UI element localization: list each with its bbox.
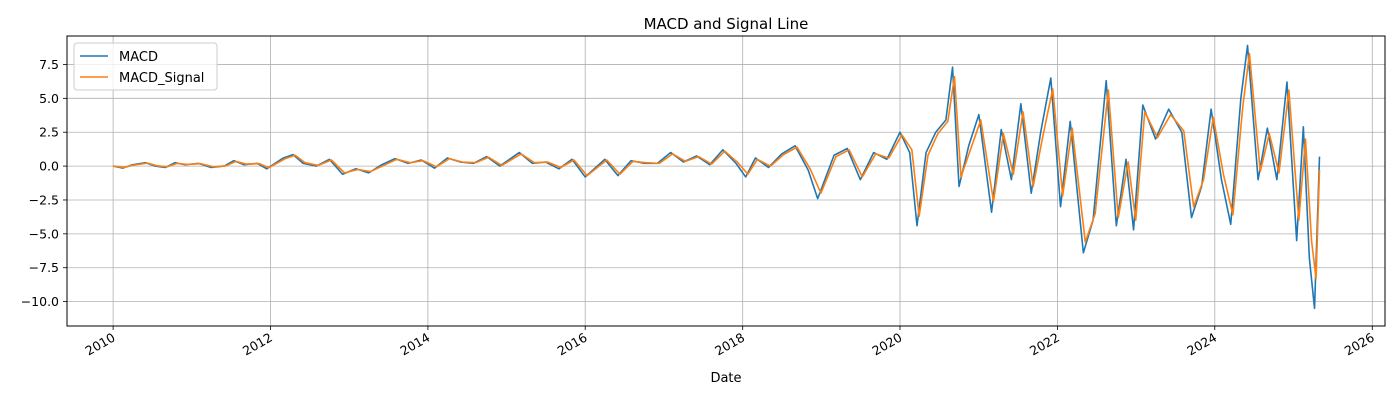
y-tick-label: −2.5 bbox=[29, 192, 59, 207]
legend-label-macd: MACD bbox=[119, 50, 158, 65]
legend: MACD MACD_Signal bbox=[73, 42, 218, 91]
series-lines bbox=[112, 44, 1321, 310]
legend-box bbox=[73, 42, 218, 91]
y-tick-label: −7.5 bbox=[29, 260, 59, 275]
y-tick-label: 7.5 bbox=[39, 57, 59, 72]
y-tick-label: −10.0 bbox=[21, 294, 59, 309]
y-tick-label: −5.0 bbox=[29, 226, 59, 241]
series-line-macd-signal bbox=[113, 52, 1321, 280]
y-tick-label: 2.5 bbox=[39, 125, 59, 140]
plot-frame bbox=[66, 35, 1386, 327]
y-tick-label: 5.0 bbox=[39, 91, 59, 106]
series-line-macd bbox=[112, 44, 1321, 310]
chart-title: MACD and Signal Line bbox=[644, 15, 809, 33]
legend-label-macd-signal: MACD_Signal bbox=[119, 71, 204, 86]
y-axis: 7.5 5.0 2.5 0.0 −2.5 −5.0 −7.5 −10.0 bbox=[21, 57, 67, 309]
x-axis-label: Date bbox=[710, 371, 741, 386]
y-tick-label: 0.0 bbox=[39, 159, 59, 174]
